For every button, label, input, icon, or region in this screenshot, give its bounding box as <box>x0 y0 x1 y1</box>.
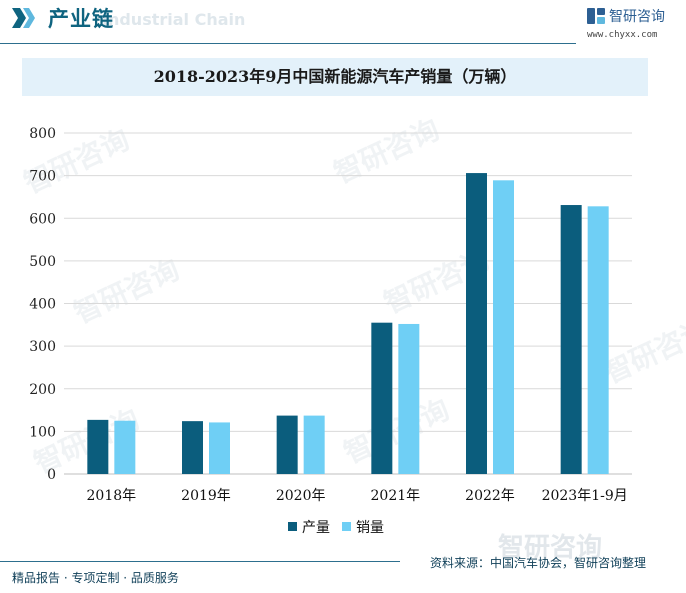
x-tick-label: 2020年 <box>276 488 326 504</box>
bar-production <box>371 322 393 474</box>
bar-production <box>560 205 582 474</box>
bar-production <box>276 415 298 474</box>
footer-divider <box>0 561 400 562</box>
bar-sales <box>398 323 420 474</box>
source-note: 资料来源：中国汽车协会，智研咨询整理 <box>430 556 647 570</box>
bar-sales <box>209 422 230 474</box>
bar-sales <box>587 206 609 474</box>
x-tick-label: 2022年 <box>465 488 515 504</box>
legend-swatch-sales <box>342 522 351 531</box>
chart-title: 2018-2023年9月中国新能源汽车产销量（万辆） <box>153 67 517 86</box>
x-tick-label: 2023年1-9月 <box>542 488 628 504</box>
y-tick-label: 300 <box>29 339 56 355</box>
header-ghost-text: Industrial Chain <box>102 10 246 29</box>
y-tick-label: 600 <box>29 211 56 227</box>
header-chevron-icon <box>12 8 35 28</box>
x-tick-label: 2021年 <box>371 488 421 504</box>
brand-logo-icon <box>587 8 605 24</box>
legend-item-sales: 销量 <box>342 517 384 537</box>
y-tick-label: 500 <box>29 254 56 270</box>
x-tick-label: 2019年 <box>181 488 231 504</box>
header-title: 产业链 <box>48 7 114 31</box>
y-tick-label: 200 <box>29 382 56 398</box>
bar-production <box>182 421 203 474</box>
header-divider <box>0 43 576 44</box>
y-tick-label: 700 <box>29 169 56 185</box>
brand-url: www.chyxx.com <box>587 30 658 40</box>
legend-label-production: 产量 <box>302 520 330 536</box>
y-tick-label: 400 <box>29 297 56 313</box>
bar-sales <box>303 415 325 474</box>
y-tick-label: 100 <box>29 424 56 440</box>
footer-slogan: 精品报告 · 专项定制 · 品质服务 <box>12 571 179 585</box>
page-header: Industrial Chain 产业链 智研咨询 www.chyxx.com <box>0 0 686 44</box>
legend-label-sales: 销量 <box>356 520 384 536</box>
bar-sales <box>114 420 136 474</box>
y-tick-label: 800 <box>29 126 56 142</box>
y-tick-label: 0 <box>47 467 56 483</box>
legend-swatch-production <box>288 522 297 531</box>
bar-production <box>87 419 109 474</box>
bar-sales <box>493 180 514 474</box>
bar-production <box>466 173 487 474</box>
chart-title-box: 2018-2023年9月中国新能源汽车产销量（万辆） <box>22 58 648 96</box>
legend-item-production: 产量 <box>288 517 330 537</box>
x-tick-label: 2018年 <box>87 488 137 504</box>
brand-name: 智研咨询 <box>609 9 665 25</box>
footer-watermark: 智研咨询 <box>498 533 603 563</box>
